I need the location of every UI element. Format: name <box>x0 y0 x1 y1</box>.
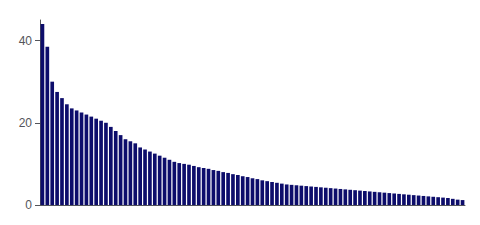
svg-text:0: 0 <box>25 198 32 212</box>
svg-text:20: 20 <box>19 116 33 130</box>
svg-text:40: 40 <box>19 34 33 48</box>
